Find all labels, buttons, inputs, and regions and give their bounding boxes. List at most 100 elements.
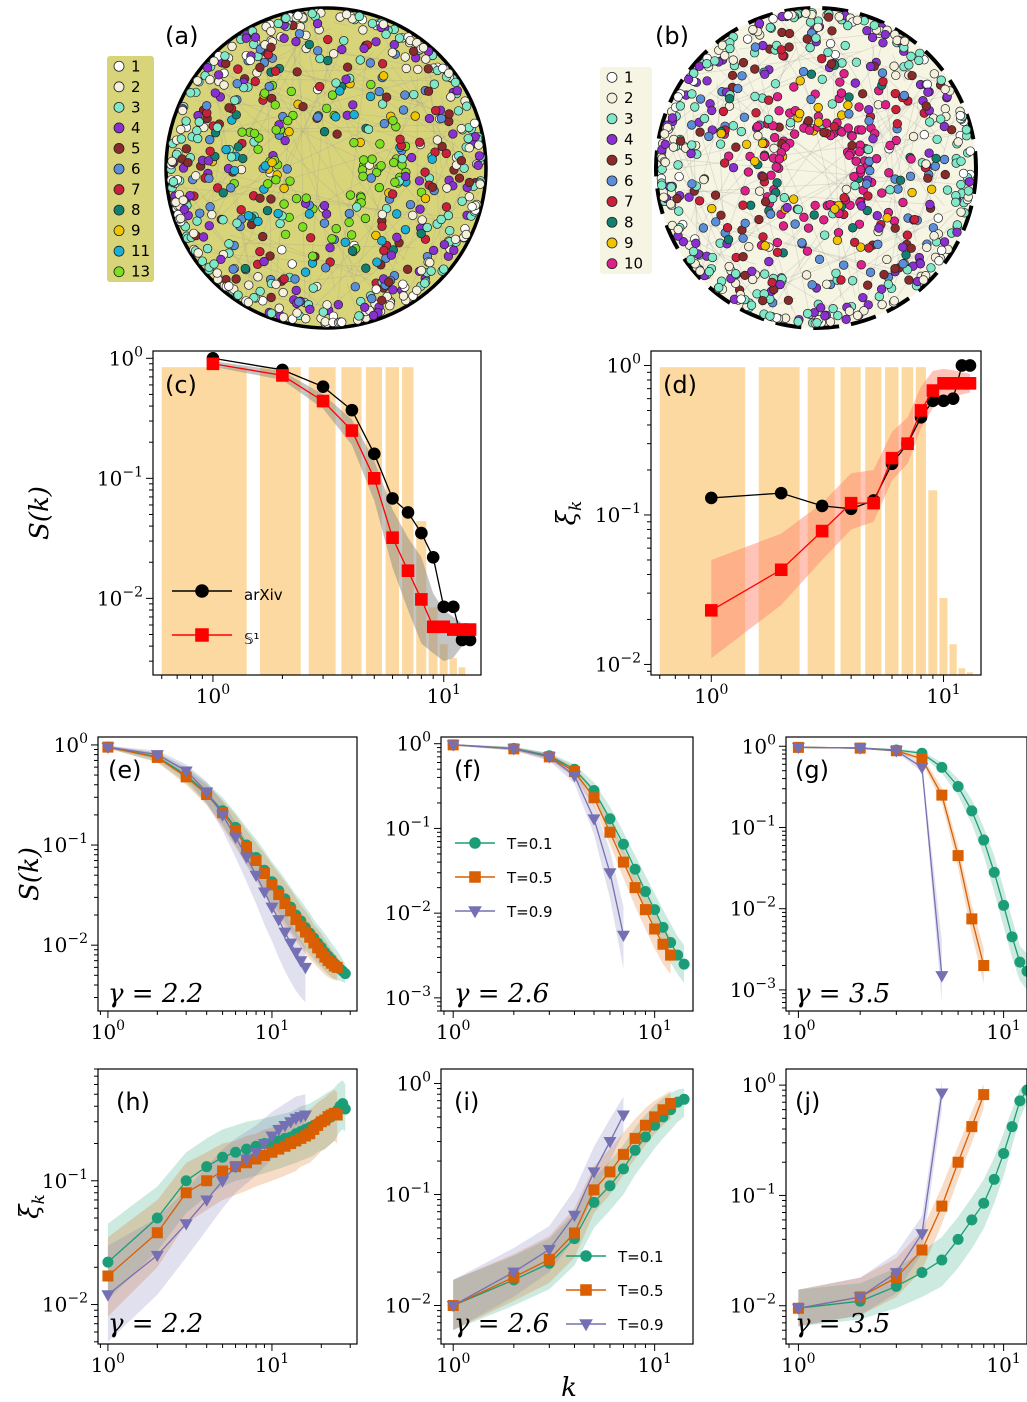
disk-node (181, 144, 192, 154)
disk-node (738, 252, 748, 262)
disk-node (266, 42, 276, 52)
data-point (1014, 956, 1026, 968)
disk-node (750, 156, 760, 166)
data-point (180, 1175, 192, 1187)
disk-node (674, 171, 684, 182)
data-point (386, 492, 399, 505)
disk-node (939, 121, 949, 132)
legend-label: T=0.9 (617, 1316, 664, 1334)
disk-node (772, 237, 783, 248)
disk-node (736, 126, 747, 137)
data-point (241, 1143, 253, 1155)
disk-node (832, 235, 843, 246)
disk-node (754, 186, 765, 196)
disk-node (695, 94, 706, 104)
disk-node (429, 79, 439, 89)
data-point (978, 1089, 990, 1101)
disk-node (702, 59, 712, 69)
disk-legend-marker (606, 258, 618, 270)
data-point (649, 923, 661, 935)
disk-node (789, 82, 799, 92)
disk-node (377, 209, 387, 220)
disk-node (329, 49, 339, 59)
disk-node (463, 133, 473, 144)
disk-node (249, 128, 260, 139)
disk-node (233, 64, 243, 74)
disk-node (789, 129, 800, 139)
disk-node (930, 161, 940, 171)
disk-legend-label: 6 (624, 172, 634, 190)
disk-edge (390, 64, 455, 152)
panel-label: (g) (795, 756, 829, 784)
plot-frame (650, 350, 982, 676)
gamma-annotation: γ = 3.5 (795, 979, 890, 1009)
disk-edge (828, 32, 941, 215)
gamma-annotation: γ = 2.6 (454, 979, 549, 1009)
disk-node (926, 263, 936, 273)
disk-node (843, 123, 853, 133)
disk-node (279, 33, 289, 43)
disk-node (292, 67, 302, 77)
disk-node (924, 148, 934, 158)
disk-node (253, 144, 263, 155)
data-point (639, 886, 651, 898)
disk-edge (698, 95, 919, 272)
disk-node (212, 122, 223, 132)
data-point (195, 628, 209, 642)
data-point (446, 740, 460, 752)
data-point (568, 1227, 580, 1239)
disk-node (191, 171, 201, 181)
disk-node (956, 156, 966, 166)
disk-legend-label: 8 (624, 213, 634, 231)
data-point (604, 1180, 616, 1192)
data-point (588, 792, 600, 804)
disk-node (462, 101, 472, 111)
data-point (229, 832, 243, 844)
gamma-annotation: γ = 2.6 (454, 1309, 549, 1339)
disk-node (425, 257, 435, 268)
data-point (952, 1233, 964, 1245)
disk-node (961, 125, 972, 135)
series-T=0.9 (446, 740, 630, 942)
disk-node (437, 141, 447, 152)
disk-node (337, 317, 347, 327)
disk-node (371, 230, 381, 241)
disk-node (202, 63, 213, 73)
disk-node (939, 154, 950, 165)
disk-node (452, 86, 462, 96)
disk-node (839, 69, 849, 79)
disk-node (395, 134, 405, 144)
disk-node (901, 250, 911, 260)
disk-node (320, 263, 331, 273)
disk-node (956, 179, 966, 190)
disk-node (354, 11, 364, 22)
disk-edge (240, 78, 441, 82)
disk-node (807, 280, 817, 290)
disk-legend-marker (113, 184, 125, 195)
disk-node (869, 20, 879, 30)
disk-node (271, 175, 281, 185)
disk-edge (857, 204, 962, 317)
disk-node (770, 79, 781, 89)
y-tick-label: 10−3 (385, 984, 431, 1010)
disk-node (229, 165, 240, 176)
disk-edge (229, 234, 369, 275)
disk-node (744, 242, 754, 252)
histogram-bar (939, 598, 948, 675)
disk-node (243, 211, 254, 221)
disk-node (778, 221, 789, 231)
data-point (284, 938, 298, 950)
data-point (604, 1166, 616, 1178)
disk-node (738, 233, 748, 243)
disk-node (230, 95, 240, 105)
disk-node (179, 204, 189, 215)
data-point (936, 789, 948, 801)
disk-node (687, 140, 697, 150)
disk-node (335, 86, 345, 96)
disk-node (319, 127, 330, 137)
disk-node (322, 300, 332, 310)
disk-node (441, 148, 451, 159)
disk-node (759, 151, 769, 162)
data-point (946, 392, 960, 405)
data-point (963, 359, 977, 372)
